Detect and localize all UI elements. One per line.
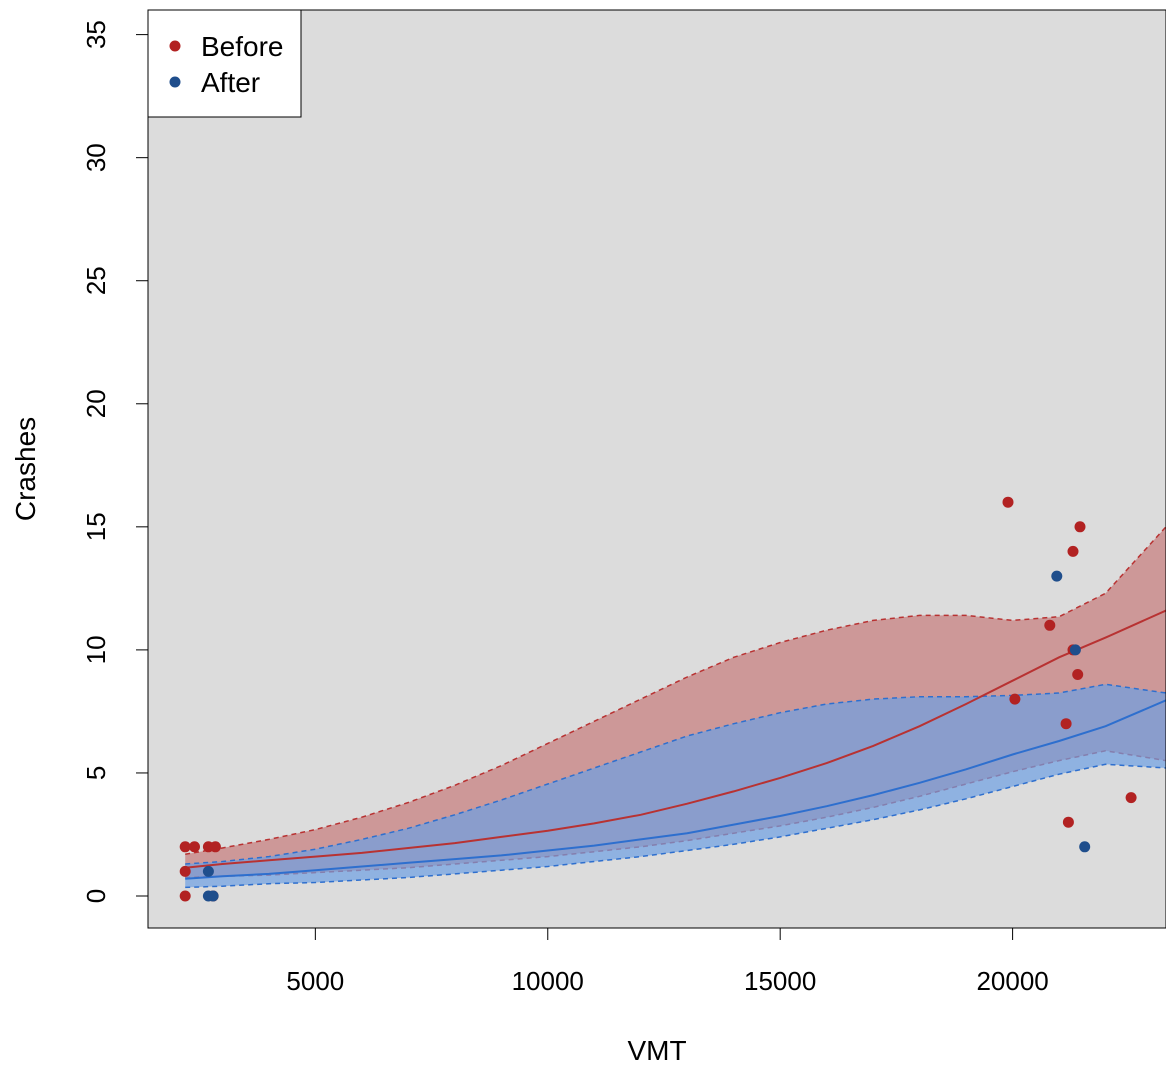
before-data-point <box>179 890 191 902</box>
after-fit-line <box>185 699 1166 880</box>
before-data-point <box>179 865 191 877</box>
y-tick-label: 20 <box>81 389 111 418</box>
after-upper-bound-line <box>185 683 1166 865</box>
before-data-point <box>179 841 191 853</box>
before-data-point <box>1074 521 1086 533</box>
after-data-point <box>207 890 219 902</box>
after-data-point <box>1079 841 1091 853</box>
after-data-point <box>1051 570 1063 582</box>
before-data-point <box>1009 693 1021 705</box>
y-tick-label: 35 <box>81 20 111 49</box>
before-data-point <box>1002 496 1014 508</box>
x-axis: 5000 10000 15000 20000 <box>286 927 1049 996</box>
before-data-point <box>189 841 200 853</box>
x-tick-label: 15000 <box>744 966 816 996</box>
y-axis: 0 5 10 15 20 25 30 35 <box>81 20 149 903</box>
y-tick-label: 25 <box>81 266 111 295</box>
before-data-point <box>209 841 221 853</box>
legend-marker-before <box>169 40 181 52</box>
legend-label-before: Before <box>201 31 284 62</box>
before-data-point <box>1044 619 1056 631</box>
y-tick-label: 30 <box>81 143 111 172</box>
legend-label-after: After <box>201 67 260 98</box>
before-data-point <box>1072 669 1084 680</box>
y-tick-label: 5 <box>81 766 111 780</box>
x-tick-label: 10000 <box>512 966 584 996</box>
x-tick-label: 5000 <box>286 966 344 996</box>
after-lower-bound-line <box>185 763 1166 889</box>
x-tick-label: 20000 <box>976 966 1048 996</box>
after-data-point <box>1069 644 1081 656</box>
fit-lines <box>185 609 1166 880</box>
y-axis-title: Crashes <box>10 417 41 521</box>
data-points <box>179 496 1137 902</box>
after-confidence-band <box>185 684 1166 888</box>
x-axis-title: VMT <box>627 1035 686 1066</box>
y-tick-label: 0 <box>81 889 111 903</box>
legend-box <box>147 9 302 118</box>
before-data-point <box>1125 792 1137 804</box>
before-upper-bound-line <box>185 526 1166 855</box>
before-data-point <box>1062 816 1074 828</box>
legend: Before After <box>147 9 302 118</box>
confidence-bands <box>185 526 1166 889</box>
y-tick-label: 15 <box>81 512 111 541</box>
before-data-point <box>1067 545 1079 557</box>
y-tick-label: 10 <box>81 635 111 664</box>
before-data-point <box>1060 718 1072 730</box>
before-fit-line <box>185 609 1166 869</box>
legend-marker-after <box>169 76 181 88</box>
after-data-point <box>202 865 214 877</box>
